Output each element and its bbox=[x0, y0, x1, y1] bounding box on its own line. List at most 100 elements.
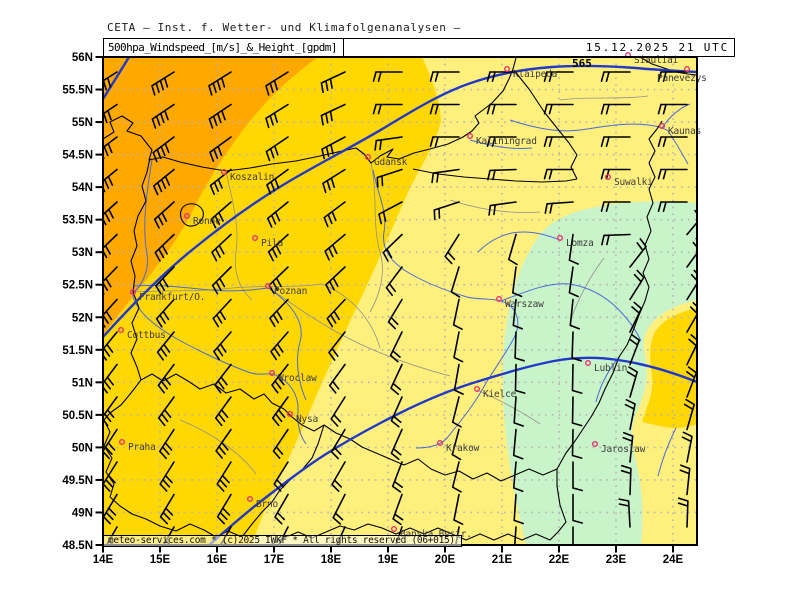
wind-barb bbox=[514, 331, 525, 362]
wind-barb bbox=[486, 71, 517, 82]
wind-barb bbox=[103, 136, 118, 160]
city-label: Kaliningrad bbox=[476, 136, 537, 147]
wind-barb bbox=[211, 266, 232, 295]
lon-tick-label: 17E bbox=[264, 554, 285, 566]
wind-barb bbox=[324, 233, 346, 261]
wind-barb bbox=[657, 103, 688, 115]
city-label: Pila bbox=[261, 238, 283, 249]
wind-barb bbox=[601, 233, 631, 246]
wind-barb bbox=[208, 103, 232, 129]
copyright-text: meteo-services.com * (c)2025 IWKF * All … bbox=[108, 535, 455, 546]
wind-barb bbox=[543, 136, 574, 147]
city-marker bbox=[467, 132, 474, 139]
wind-barb bbox=[390, 363, 403, 395]
lat-tick-label: 51N bbox=[72, 377, 93, 389]
wind-barb bbox=[543, 168, 574, 180]
wind-barb bbox=[154, 233, 175, 262]
lon-tick-label: 18E bbox=[321, 554, 342, 566]
wind-barb bbox=[385, 266, 403, 297]
wind-barb bbox=[155, 266, 175, 295]
city-marker bbox=[474, 386, 481, 393]
wind-barb bbox=[390, 428, 403, 460]
wind-barb bbox=[328, 331, 346, 361]
wind-barb bbox=[157, 363, 175, 394]
wind-barb bbox=[657, 136, 688, 147]
city-marker bbox=[437, 440, 444, 447]
wind-barb bbox=[271, 363, 289, 394]
wind-barb bbox=[372, 71, 403, 82]
wind-barb bbox=[600, 71, 631, 82]
wind-barb bbox=[512, 298, 523, 330]
lat-tick-label: 50.5N bbox=[62, 410, 93, 422]
wind-barb bbox=[453, 331, 464, 363]
city-marker bbox=[585, 360, 592, 367]
wind-barb bbox=[103, 493, 118, 525]
wind-barb bbox=[322, 168, 346, 194]
valid-datetime: 15.12.2025 21 UTC bbox=[585, 41, 729, 54]
wind-barb bbox=[487, 168, 517, 181]
city-marker bbox=[246, 496, 253, 503]
wind-barb bbox=[513, 493, 524, 525]
wind-barb bbox=[103, 266, 118, 295]
wind-barb bbox=[159, 461, 175, 492]
wind-barb bbox=[103, 103, 118, 126]
city-label: Cottbus bbox=[127, 330, 166, 341]
contour-label: 565 bbox=[572, 57, 592, 70]
wind-barb bbox=[330, 428, 346, 460]
city-marker bbox=[265, 283, 272, 290]
wind-barb bbox=[267, 201, 289, 228]
wind-barb bbox=[215, 428, 232, 459]
lat-tick-label: 52.5N bbox=[62, 280, 93, 292]
wind-barb bbox=[600, 136, 631, 147]
lat-tick-label: 55.5N bbox=[62, 85, 93, 97]
lat-tick-label: 52N bbox=[72, 312, 93, 324]
wind-barb bbox=[451, 428, 462, 461]
wind-barb bbox=[265, 103, 289, 129]
wind-barb bbox=[453, 493, 464, 525]
city-marker bbox=[391, 526, 398, 533]
wind-barb bbox=[600, 103, 631, 115]
wind-barb bbox=[157, 396, 175, 427]
city-label: Gdansk bbox=[374, 157, 408, 168]
wind-barb bbox=[266, 168, 289, 195]
city-label: Ronne bbox=[193, 216, 221, 227]
city-label: Kaunas bbox=[668, 126, 701, 137]
wind-barb bbox=[451, 396, 462, 428]
lat-tick-label: 54N bbox=[72, 182, 93, 194]
wind-barb bbox=[629, 269, 645, 301]
city-marker bbox=[269, 370, 276, 377]
city-marker bbox=[592, 441, 599, 448]
band-orange bbox=[103, 57, 318, 336]
wind-barb bbox=[209, 168, 232, 196]
lat-tick-label: 51.5N bbox=[62, 345, 93, 357]
city-label: Warszaw bbox=[505, 299, 544, 310]
wind-barb bbox=[265, 71, 289, 96]
wind-barb bbox=[626, 366, 638, 398]
wind-barb bbox=[103, 363, 118, 394]
wind-barb bbox=[629, 238, 647, 268]
wind-barb bbox=[331, 461, 346, 492]
wind-barb bbox=[513, 396, 524, 427]
city-marker bbox=[605, 173, 612, 180]
wind-barb bbox=[214, 396, 232, 427]
wind-barb bbox=[213, 331, 232, 361]
wind-barb bbox=[390, 396, 403, 428]
wind-barb bbox=[571, 331, 582, 362]
wind-barb bbox=[679, 464, 691, 496]
wind-barb bbox=[544, 201, 574, 214]
wind-barb bbox=[657, 201, 688, 212]
city-marker bbox=[684, 65, 691, 72]
wind-barb bbox=[389, 331, 403, 363]
wind-barb bbox=[325, 266, 346, 294]
wind-barb bbox=[452, 298, 463, 330]
wind-barb bbox=[151, 71, 175, 96]
wind-barb bbox=[444, 233, 460, 265]
lat-tick-label: 49.5N bbox=[62, 475, 93, 487]
city-label: Klaipeda bbox=[513, 69, 557, 80]
city-label: Brno bbox=[256, 499, 279, 510]
wind-barb bbox=[431, 168, 460, 184]
wind-barb bbox=[151, 103, 175, 129]
wind-barb bbox=[103, 298, 118, 328]
